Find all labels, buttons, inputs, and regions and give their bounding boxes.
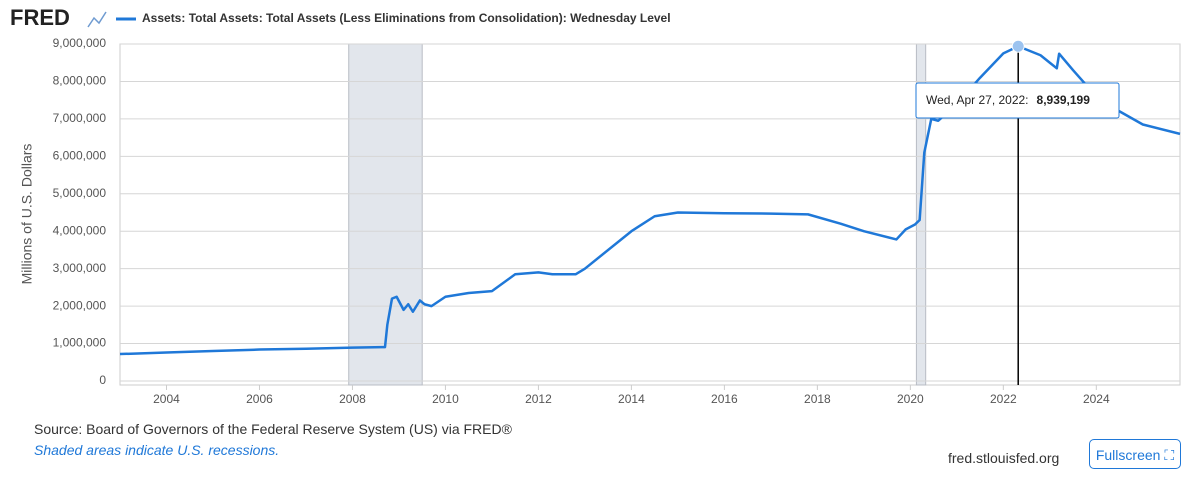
brand: FRED [10,5,70,30]
x-tick-label: 2012 [525,392,552,406]
x-tick-label: 2014 [618,392,645,406]
tooltip: Wed, Apr 27, 2022: 8,939,199 [915,82,1120,119]
tooltip-value: 8,939,199 [1037,93,1091,107]
x-tick-label: 2010 [432,392,459,406]
x-tick-label: 2018 [804,392,831,406]
y-tick-label: 8,000,000 [53,74,107,88]
tooltip-date: Wed, Apr 27, 2022: [926,93,1029,107]
x-tick-label: 2022 [990,392,1017,406]
x-tick-label: 2004 [153,392,180,406]
x-tick-label: 2006 [246,392,273,406]
y-tick-label: 5,000,000 [53,186,107,200]
tooltip-box [915,82,1120,119]
hover-point [1011,39,1025,53]
y-tick-label: 0 [99,373,106,387]
series-line [119,45,1181,356]
x-tick-label: 2024 [1083,392,1110,406]
fullscreen-label: Fullscreen [1095,447,1161,463]
legend-label: Assets: Total Assets: Total Assets (Less… [142,11,671,25]
site: fred.stlouisfed.org [948,450,1060,466]
y-axis-label: Millions of U.S. Dollars [19,144,35,285]
y-tick-label: 3,000,000 [53,261,107,275]
y-tick-label: 4,000,000 [53,223,107,237]
brand-icon [87,11,107,28]
recession-note: Shaded areas indicate U.S. recessions. [34,442,280,458]
source: Source: Board of Governors of the Federa… [34,421,512,437]
x-tick-label: 2016 [711,392,738,406]
y-tick-label: 6,000,000 [53,149,107,163]
y-tick-label: 7,000,000 [53,111,107,125]
y-tick-label: 9,000,000 [53,36,107,50]
x-tick-label: 2020 [897,392,924,406]
fullscreen-button[interactable]: Fullscreen ⛶ [1089,439,1181,469]
y-tick-label: 1,000,000 [53,336,107,350]
recession-band [348,43,423,386]
x-tick-label: 2008 [339,392,366,406]
y-tick-label: 2,000,000 [53,298,107,312]
